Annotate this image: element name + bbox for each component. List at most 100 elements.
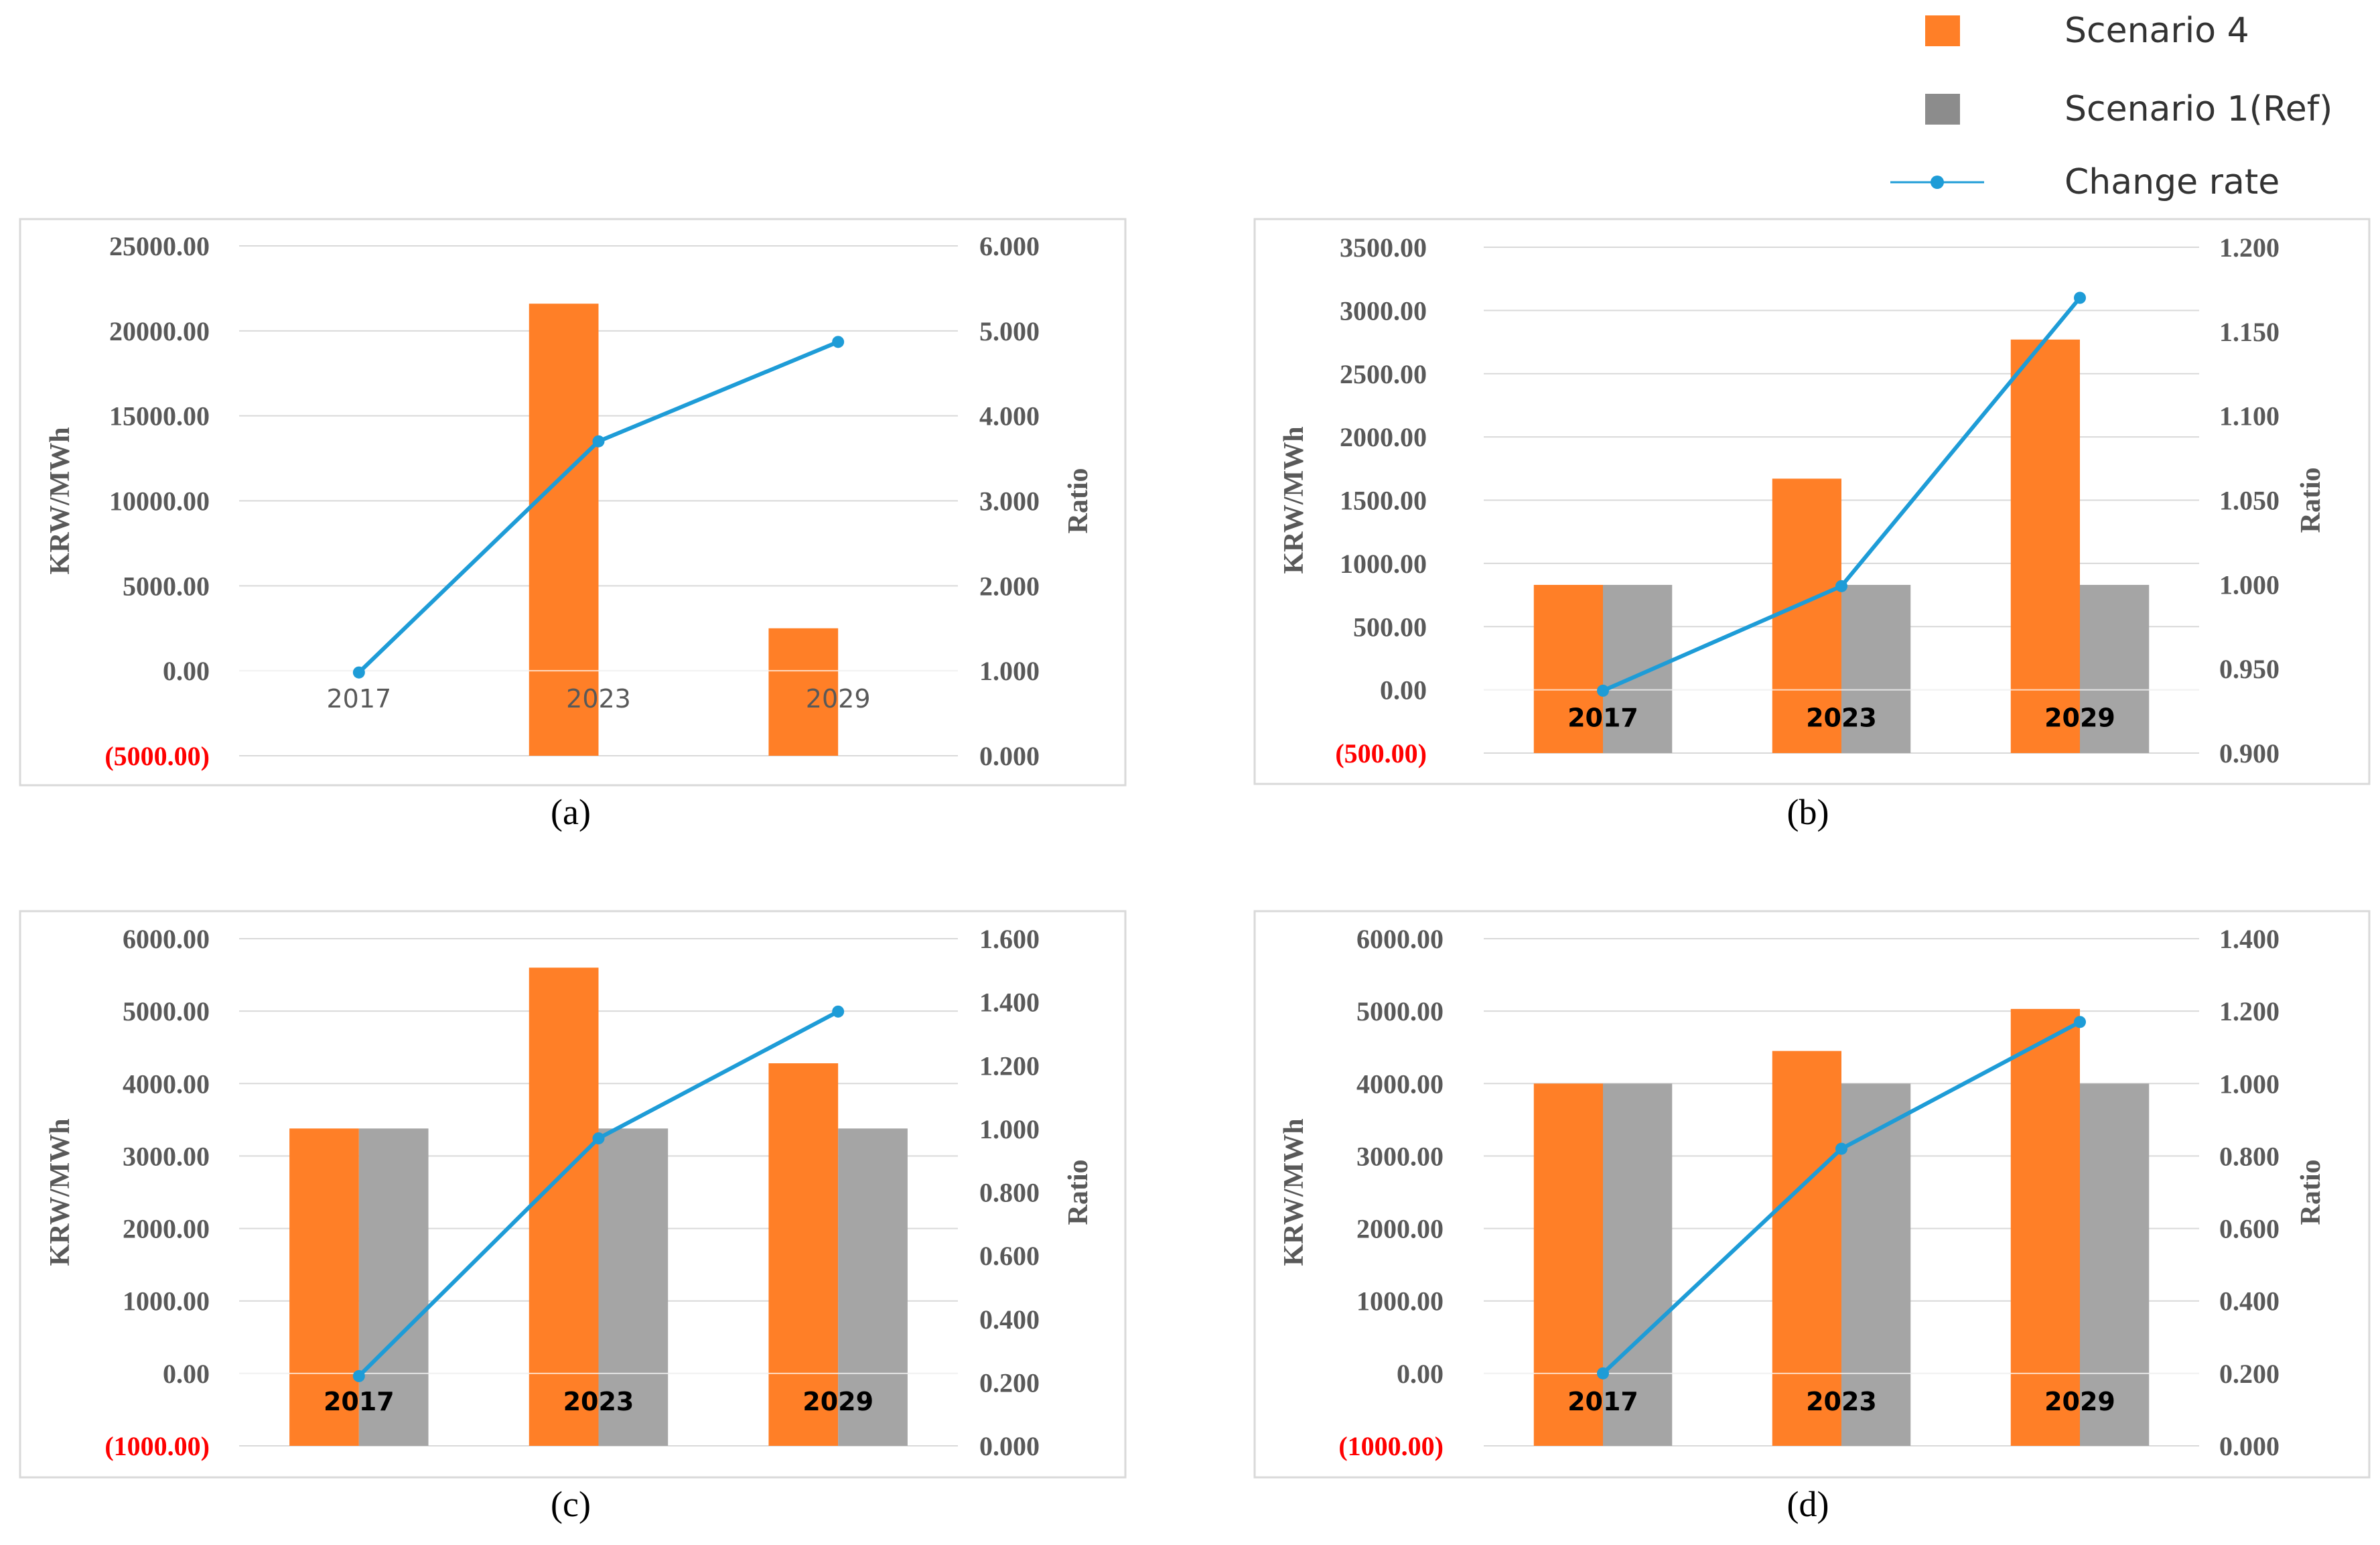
panel-caption: (a) (551, 792, 591, 832)
y2-axis-title: Ratio (1063, 468, 1094, 534)
y2-tick-label: 0.200 (2219, 1359, 2280, 1389)
y2-tick-label: 0.000 (979, 1431, 1040, 1461)
category-label: 2029 (802, 1387, 873, 1416)
y-tick-label: 2500.00 (1340, 359, 1427, 389)
category-label: 2029 (2044, 1387, 2115, 1416)
y-tick-label: 3500.00 (1340, 232, 1427, 263)
y-axis-title: KRW/MWh (45, 427, 76, 574)
bar-scenario4-2029 (2010, 339, 2080, 754)
y-tick-label: 5000.00 (123, 571, 210, 601)
y2-tick-label: 0.800 (979, 1178, 1040, 1208)
category-label: 2023 (563, 1387, 634, 1416)
y2-tick-label: 2.000 (979, 571, 1040, 601)
y2-tick-label: 0.600 (979, 1241, 1040, 1271)
bar-scenario1-2017 (1603, 584, 1673, 753)
change-rate-point-2023 (592, 435, 605, 448)
bar-scenario4-2029 (2010, 1008, 2080, 1446)
change-rate-point-2029 (2074, 1016, 2086, 1028)
bar-scenario1-2029 (2080, 1083, 2150, 1446)
y2-tick-label: 4.000 (979, 401, 1040, 431)
bar-scenario4-2017 (1533, 1083, 1603, 1446)
y2-tick-label: 0.400 (979, 1304, 1040, 1335)
chart-panel-c: (1000.00) 0.00 1000.00 2000.00 3000.00 4000.0… (19, 910, 1127, 1524)
y2-axis-title: Ratio (1063, 1160, 1094, 1225)
y-tick-label: 0.00 (163, 656, 210, 686)
y-tick-label: 2000.00 (1356, 1214, 1444, 1244)
bar-scenario4-2023 (1772, 478, 1841, 753)
change-rate-point-2017 (352, 666, 365, 679)
bar-scenario1-2023 (598, 1128, 669, 1446)
category-label: 2023 (1806, 703, 1877, 733)
y-tick-label: 10000.00 (109, 486, 210, 517)
change-rate-point-2029 (832, 1005, 845, 1018)
y2-tick-label: 6.000 (979, 231, 1040, 261)
change-rate-point-2017 (1597, 1367, 1609, 1380)
y2-tick-label: 1.200 (2219, 996, 2280, 1026)
y-tick-label: 0.00 (1380, 675, 1427, 706)
y-tick-label: 15000.00 (109, 401, 210, 431)
category-label: 2017 (1567, 703, 1638, 733)
panel-caption: (b) (1787, 792, 1829, 832)
change-rate-point-2017 (352, 1369, 365, 1382)
change-rate-point-2029 (2074, 291, 2086, 304)
category-label: 2017 (326, 684, 391, 714)
y-tick-label: 1000.00 (1356, 1286, 1444, 1317)
bar-scenario1-2029 (2080, 584, 2150, 753)
legend-label-1: Scenario 1(Ref) (2064, 89, 2332, 129)
y-tick-label: 5000.00 (123, 996, 210, 1026)
category-label: 2017 (324, 1387, 395, 1416)
y2-tick-label: 0.000 (979, 741, 1040, 771)
y2-tick-label: 1.150 (2219, 317, 2280, 347)
category-label: 2023 (1806, 1387, 1877, 1416)
category-label: 2029 (806, 684, 871, 714)
legend: Scenario 4 Scenario 1(Ref) Change rate (1890, 11, 2332, 202)
y-tick-label: 3000.00 (123, 1141, 210, 1171)
y-tick-label: 4000.00 (123, 1069, 210, 1099)
y2-tick-label: 0.000 (2219, 1431, 2280, 1461)
y2-axis-title: Ratio (2296, 1160, 2326, 1225)
category-label: 2029 (2044, 703, 2115, 733)
change-rate-point-2023 (592, 1132, 605, 1145)
y2-tick-label: 1.100 (2219, 401, 2280, 431)
y2-tick-label: 1.600 (979, 924, 1040, 954)
legend-swatch-1 (1925, 94, 1960, 125)
chart-panel-a: (5000.00) 0.00 5000.00 10000.00 15000.00 2000… (19, 218, 1127, 832)
y2-tick-label: 0.900 (2219, 738, 2280, 768)
y-tick-label: 4000.00 (1356, 1069, 1444, 1099)
y2-tick-label: 5.000 (979, 316, 1040, 346)
y-tick-label: 6000.00 (1356, 924, 1444, 954)
y2-tick-label: 1.200 (2219, 232, 2280, 263)
y-tick-label: 500.00 (1353, 612, 1427, 642)
y2-tick-label: 3.000 (979, 486, 1040, 517)
bar-scenario4-2029 (768, 628, 839, 756)
y2-tick-label: 1.200 (979, 1051, 1040, 1081)
y-tick-label: 3000.00 (1356, 1141, 1444, 1171)
change-rate-point-2029 (832, 336, 845, 348)
y2-tick-label: 1.000 (2219, 1069, 2280, 1099)
y2-tick-label: 0.600 (2219, 1214, 2280, 1244)
y2-tick-label: 0.950 (2219, 654, 2280, 684)
category-label: 2023 (566, 684, 631, 714)
bar-scenario4-2017 (1533, 584, 1603, 753)
y-tick-label: 5000.00 (1356, 996, 1444, 1026)
legend-swatch-0 (1925, 15, 1960, 46)
bar-scenario4-2017 (289, 1128, 359, 1446)
y-tick-label: 25000.00 (109, 231, 210, 261)
y2-tick-label: 1.000 (2219, 569, 2280, 600)
charts: (5000.00) 0.00 5000.00 10000.00 15000.00 2000… (19, 218, 2371, 1524)
y2-tick-label: 1.400 (2219, 924, 2280, 954)
y-tick-label: 6000.00 (123, 924, 210, 954)
bar-scenario1-2017 (1603, 1083, 1673, 1446)
y2-tick-label: 1.000 (979, 1114, 1040, 1144)
y-tick-label: 1000.00 (123, 1286, 210, 1317)
chart-panel-b: (500.00) 0.00 500.00 1000.00 1500.00 2000.00 2… (1253, 218, 2371, 832)
y-tick-label: (5000.00) (104, 741, 210, 771)
y-tick-label: (500.00) (1335, 738, 1427, 768)
y-tick-label: 0.00 (1397, 1359, 1444, 1389)
bar-scenario4-2029 (768, 1063, 839, 1446)
change-rate-point-2023 (1835, 1142, 1847, 1155)
bar-scenario1-2023 (1841, 584, 1911, 753)
bar-scenario1-2017 (358, 1128, 429, 1446)
y2-tick-label: 1.400 (979, 988, 1040, 1018)
